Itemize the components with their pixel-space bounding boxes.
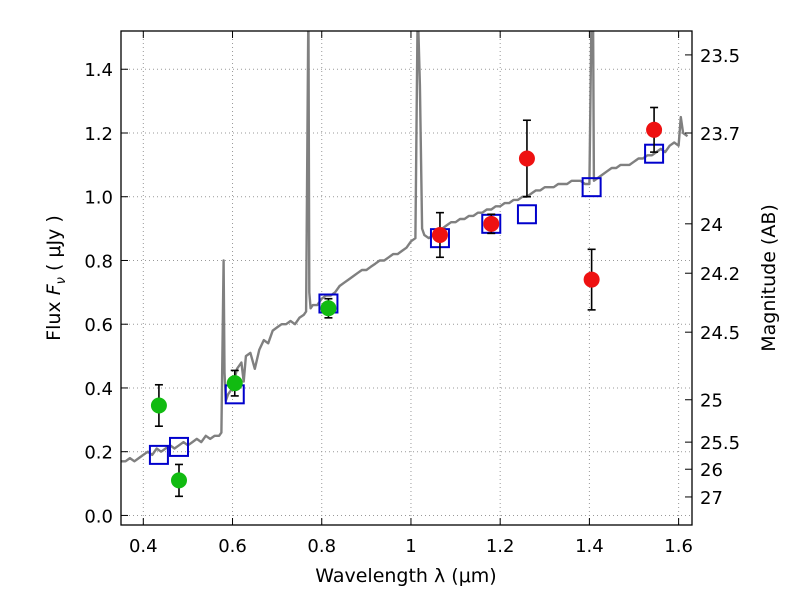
model-square-point [581,177,602,198]
x-tick-label: 1.2 [486,536,515,557]
red-data-point [518,150,535,167]
x-axis-title: Wavelength λ (μm) [315,565,496,587]
y-tick-label: 0.8 [84,251,113,272]
right-tick-label: 24.2 [700,264,740,285]
x-tick-label: 0.6 [218,536,247,557]
marker-layer [148,106,665,498]
x-tick-label: 1.4 [575,536,604,557]
right-tick-label: 23.5 [700,46,740,67]
right-tick-label: 24 [700,215,723,236]
red-data-point [583,271,600,288]
plot-area [121,31,689,498]
y-axis-left: 0.0 0.2 0.4 0.6 0.8 1.0 1.2 1.4 [84,60,128,527]
y-tick-label: 0.2 [84,443,113,464]
green-data-point [226,375,243,392]
x-tick-label: 1.6 [664,536,693,557]
green-data-point [150,397,167,414]
red-data-point [431,226,448,243]
model-square-point [516,204,537,225]
y-axis-right: 23.5 23.7 24 24.2 24.5 25 25.5 26 27 [685,46,740,509]
model-square-point [148,444,169,465]
green-data-point [170,472,187,489]
right-tick-label: 25.5 [700,433,740,454]
spectrum-layer [121,31,689,463]
y-tick-label: 0.0 [84,506,113,527]
spectrum-line [121,31,689,463]
y-tick-label: 0.4 [84,379,113,400]
red-data-point [483,215,500,232]
x-tick-label: 0.4 [129,536,158,557]
y-axis-title: Flux Fν ( μJy ) [43,215,69,341]
x-tick-label: 1 [405,536,416,557]
red-data-point [646,121,663,138]
x-tick-label: 0.8 [307,536,336,557]
y-tick-label: 1.0 [84,188,113,209]
model-square-point [168,436,189,457]
right-tick-label: 26 [700,460,723,481]
right-tick-label: 23.7 [700,124,740,145]
y-tick-label: 1.4 [84,60,113,81]
green-data-point [320,300,337,317]
y-axis-right-title: Magnitude (AB) [758,204,780,352]
right-tick-label: 27 [700,488,723,509]
plot-frame [120,30,693,526]
x-axis: 0.4 0.6 0.8 1 1.2 1.4 1.6 [129,31,693,557]
right-tick-label: 24.5 [700,323,740,344]
y-tick-label: 1.2 [84,124,113,145]
y-tick-label: 0.6 [84,315,113,336]
right-tick-label: 25 [700,391,723,412]
